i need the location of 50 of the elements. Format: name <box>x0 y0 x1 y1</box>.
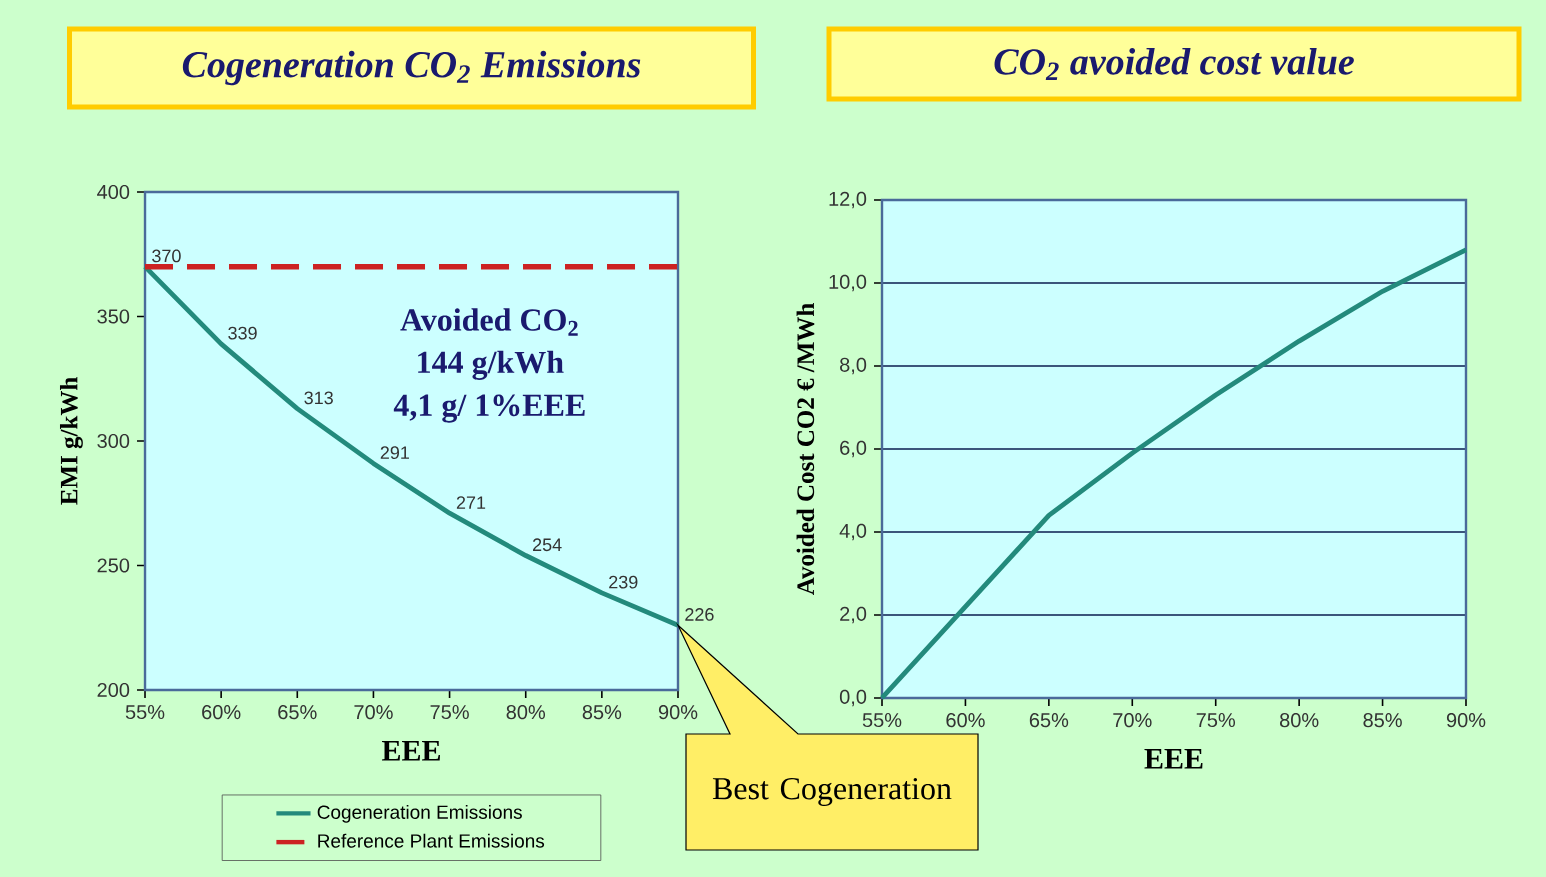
line-series <box>142 264 681 628</box>
x-tick-label: 65% <box>1029 713 1069 728</box>
data-label: 291 <box>380 446 409 460</box>
legend-label: Cogeneration Emissions <box>317 804 522 823</box>
y-tick-label: 350 <box>97 309 130 324</box>
y-tick-label: 2,0 <box>840 606 867 624</box>
x-tick-label: 70% <box>354 705 393 720</box>
y-tick-label: 12,0 <box>829 191 867 209</box>
data-label: 226 <box>685 608 714 621</box>
data-label: 313 <box>304 391 333 405</box>
y-tick-label: 300 <box>97 433 130 449</box>
annotation: 4,1 g/ 1%EEE <box>393 394 585 423</box>
x-tick-label: 70% <box>1113 713 1152 728</box>
y-axis-title: Avoided Cost CO2 € /MWh <box>796 303 815 596</box>
annotation: 144 g/kWh <box>418 350 564 380</box>
x-tick-label: 60% <box>946 713 985 728</box>
y-tick-label: 4,0 <box>839 523 867 541</box>
y-axis-title: EMI g/kWh <box>59 377 83 505</box>
y-tick-label: 400 <box>97 184 130 200</box>
legend-label: Reference Plant Emissions <box>318 833 545 848</box>
data-label: 254 <box>533 538 562 552</box>
data-label: 239 <box>609 575 638 589</box>
x-tick-label: 90% <box>1446 713 1486 728</box>
line-series <box>879 247 1469 701</box>
x-tick-label: 85% <box>582 705 622 720</box>
y-tick-label: 10,0 <box>829 274 867 292</box>
data-label: 271 <box>456 496 486 509</box>
x-tick-label: 85% <box>1363 713 1402 728</box>
chart-title: Cogeneration CO$_{2}$ Emissions <box>182 50 641 86</box>
x-tick-label: 80% <box>1280 713 1319 728</box>
data-label: 370 <box>152 249 181 263</box>
x-tick-label: 75% <box>430 705 469 720</box>
x-tick-label: 75% <box>1196 713 1236 728</box>
x-tick-label: 65% <box>278 705 317 720</box>
y-tick-label: 200 <box>97 682 130 698</box>
y-tick-label: 0,0 <box>839 689 867 707</box>
x-tick-label: 80% <box>506 705 546 720</box>
x-axis-title: EEE <box>1144 748 1203 769</box>
y-tick-label: 250 <box>97 558 130 573</box>
x-axis-title: EEE <box>381 740 440 761</box>
x-tick-label: 60% <box>202 705 241 720</box>
data-label: 339 <box>228 326 257 340</box>
x-tick-label: 90% <box>658 705 698 720</box>
x-tick-label: 55% <box>862 713 902 728</box>
text: Best Cogeneration <box>712 777 952 807</box>
x-tick-label: 55% <box>125 705 165 720</box>
annotation: Avoided CO$_{2}$ <box>400 308 578 336</box>
y-tick-label: 6,0 <box>840 440 867 458</box>
y-tick-label: 8,0 <box>840 357 867 375</box>
chart-title: CO$_{2}$ avoided cost value <box>994 47 1354 81</box>
